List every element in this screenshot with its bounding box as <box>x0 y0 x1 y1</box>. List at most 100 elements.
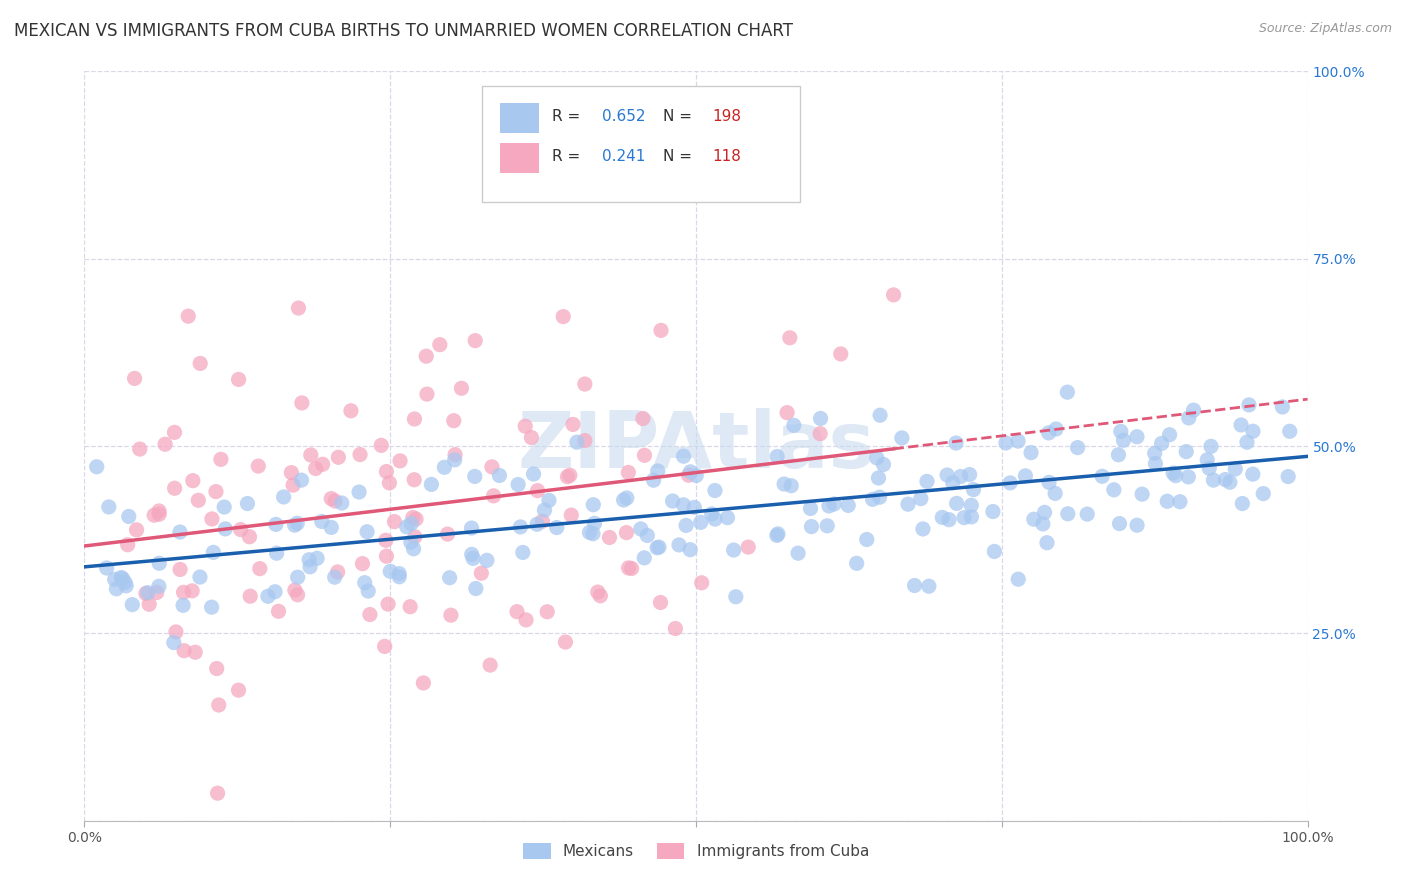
Point <box>374 533 396 548</box>
Point <box>945 436 967 450</box>
Point <box>349 448 371 462</box>
Point <box>574 377 596 392</box>
Point <box>1038 425 1060 440</box>
Point <box>690 575 713 590</box>
Point <box>1108 516 1130 531</box>
Point <box>557 469 579 483</box>
Point <box>643 473 665 487</box>
Point <box>1056 507 1078 521</box>
Point <box>405 512 427 526</box>
Point <box>949 469 972 483</box>
Point <box>464 582 486 596</box>
Point <box>617 466 640 480</box>
Point <box>1161 466 1184 480</box>
Point <box>620 561 643 575</box>
Point <box>869 409 891 423</box>
Point <box>214 522 236 536</box>
Point <box>460 521 482 535</box>
Point <box>1237 398 1260 412</box>
Point <box>433 460 456 475</box>
Point <box>378 475 401 490</box>
Point <box>522 467 544 481</box>
Point <box>672 498 695 512</box>
Point <box>583 516 606 531</box>
Point <box>202 545 225 559</box>
Point <box>810 411 832 425</box>
Point <box>589 589 612 603</box>
Point <box>148 507 170 521</box>
Point <box>830 347 852 361</box>
Point <box>444 448 467 462</box>
Point <box>488 468 510 483</box>
Point <box>903 578 925 592</box>
Text: ZIPAtlas: ZIPAtlas <box>517 408 875 484</box>
Point <box>399 535 422 549</box>
Point <box>779 331 801 345</box>
Point <box>562 417 585 432</box>
Point <box>384 515 406 529</box>
Point <box>145 585 167 599</box>
Point <box>291 396 314 410</box>
Point <box>97 500 120 514</box>
Point <box>284 583 307 598</box>
Point <box>188 570 211 584</box>
Point <box>238 530 260 544</box>
Point <box>281 478 304 492</box>
Point <box>533 503 555 517</box>
Point <box>915 475 938 489</box>
Point <box>679 465 702 479</box>
Point <box>121 598 143 612</box>
Point <box>298 552 321 566</box>
Point <box>506 605 529 619</box>
Point <box>1022 512 1045 526</box>
Point <box>689 516 711 530</box>
Point <box>780 479 803 493</box>
Point <box>207 786 229 800</box>
Point <box>470 566 492 581</box>
Point <box>936 468 959 483</box>
Point <box>515 613 537 627</box>
Point <box>163 635 186 649</box>
Point <box>464 469 486 483</box>
Point <box>633 550 655 565</box>
Point <box>931 510 953 524</box>
Point <box>173 585 195 599</box>
Point <box>1112 434 1135 448</box>
Point <box>815 518 838 533</box>
Bar <box>501 103 540 133</box>
Point <box>553 310 575 324</box>
Point <box>205 484 228 499</box>
Point <box>1126 430 1149 444</box>
Point <box>209 452 232 467</box>
Point <box>800 519 823 533</box>
Point <box>685 468 707 483</box>
Point <box>1091 469 1114 483</box>
Point <box>648 540 671 554</box>
Point <box>205 661 228 675</box>
Point <box>177 309 200 323</box>
Point <box>683 500 706 515</box>
Point <box>356 524 378 539</box>
Point <box>945 496 967 510</box>
Point <box>321 520 343 534</box>
Point <box>105 582 128 596</box>
Point <box>1219 475 1241 490</box>
Point <box>962 483 984 497</box>
Point <box>1126 518 1149 533</box>
Point <box>1076 507 1098 521</box>
Point <box>506 477 529 491</box>
Point <box>347 485 370 500</box>
Point <box>942 475 965 490</box>
Text: Source: ZipAtlas.com: Source: ZipAtlas.com <box>1258 22 1392 36</box>
Point <box>560 508 582 522</box>
Point <box>153 437 176 451</box>
Point <box>321 491 343 506</box>
Point <box>357 584 380 599</box>
Point <box>311 458 333 472</box>
Point <box>326 565 349 579</box>
Point <box>1232 496 1254 510</box>
Text: R =: R = <box>551 149 585 164</box>
Point <box>264 584 287 599</box>
Point <box>402 510 425 524</box>
Point <box>1241 424 1264 438</box>
